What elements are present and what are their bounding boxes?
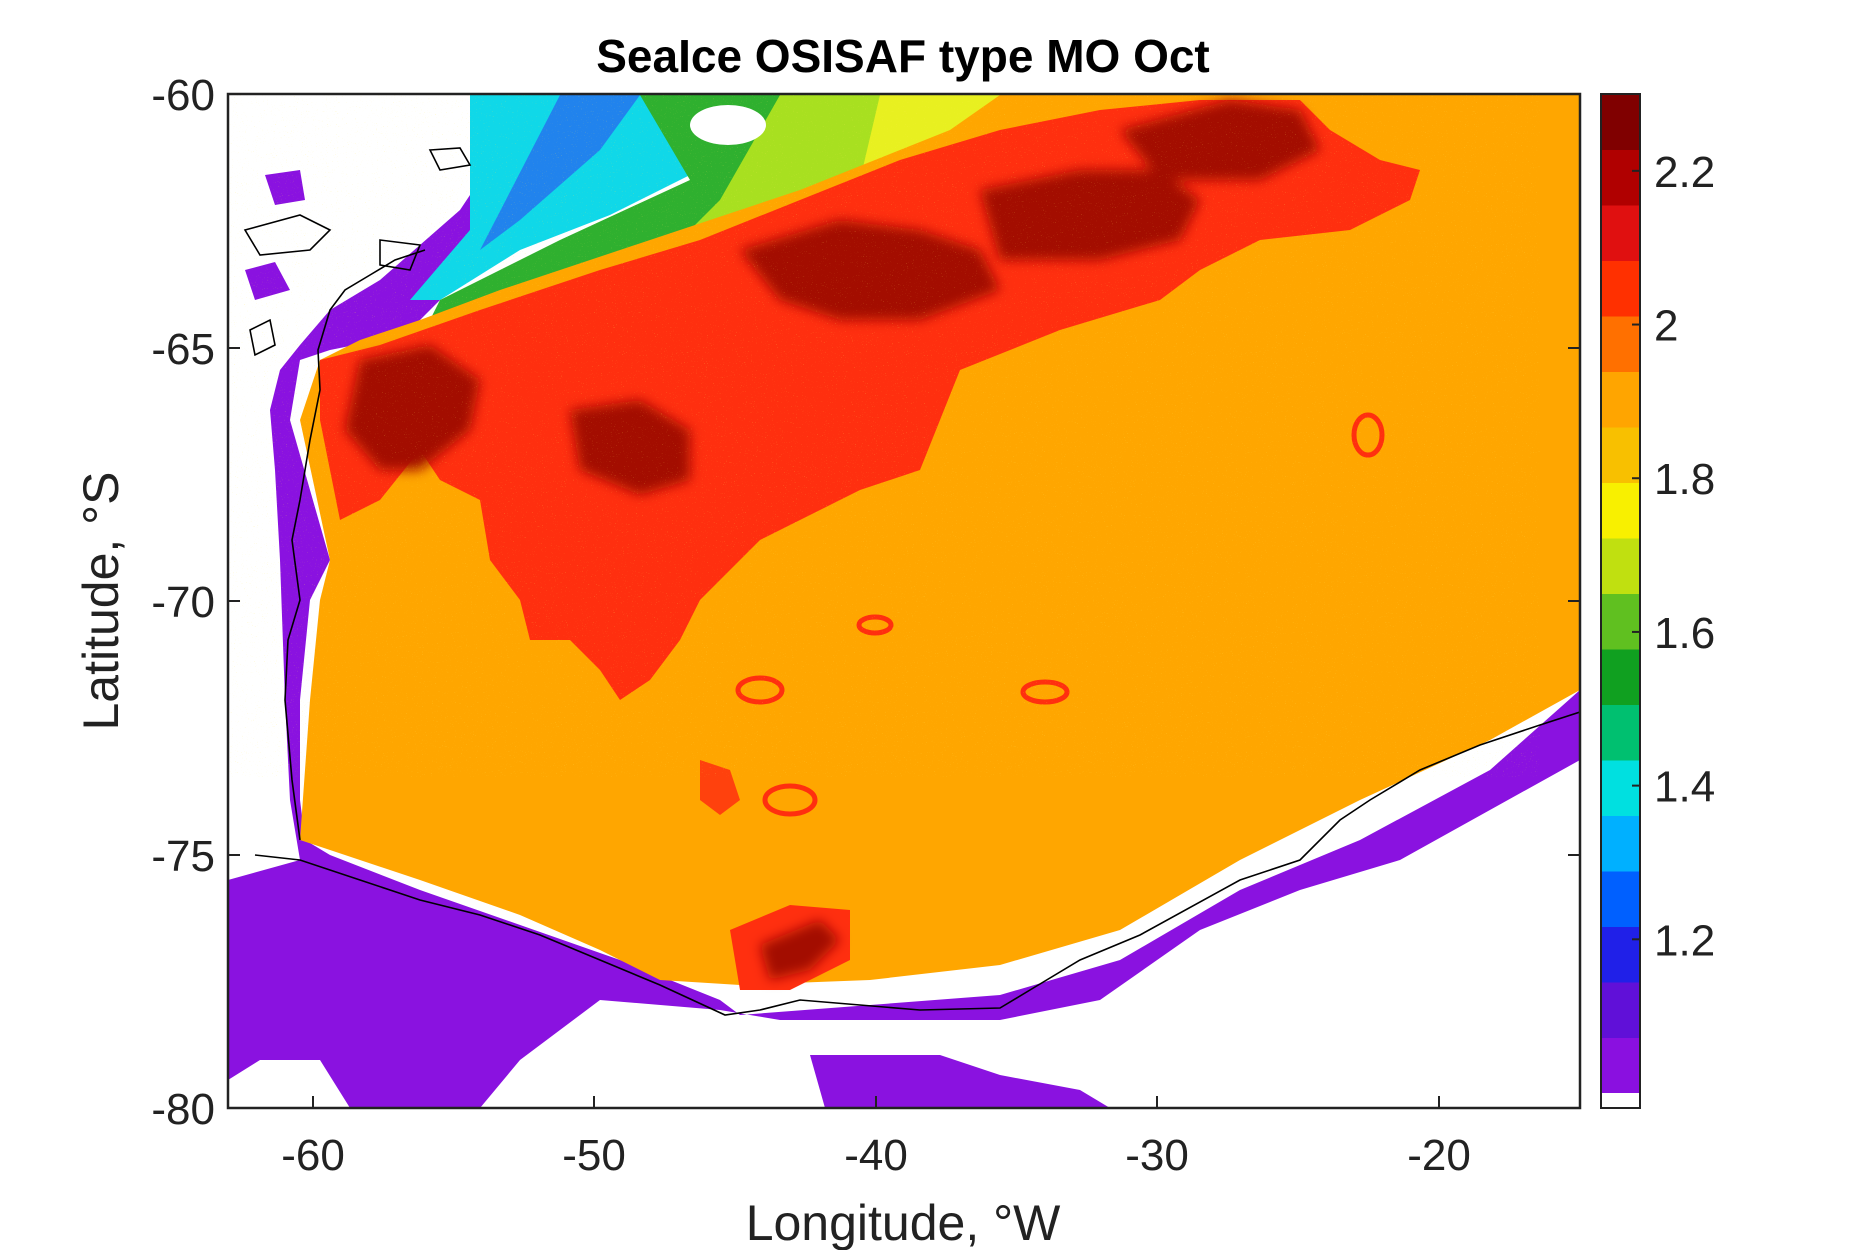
coastline xyxy=(243,147,1580,1016)
colorbar-ticks: 2.2 2 1.8 1.6 1.4 1.2 xyxy=(1632,148,1715,965)
y-tick-label: -70 xyxy=(151,578,215,627)
purple-ice-regions xyxy=(228,95,1580,1108)
colorbar-swatch xyxy=(1601,94,1640,150)
colorbar: 2.2 2 1.8 1.6 1.4 1.2 xyxy=(1600,93,1715,1109)
colorbar-tick-label: 2 xyxy=(1654,302,1678,351)
colorbar-swatch xyxy=(1601,760,1640,816)
colorbar-tick-label: 1.4 xyxy=(1654,763,1715,812)
red-ice-patch-lower xyxy=(700,760,740,815)
x-tick-label: -20 xyxy=(1407,1131,1471,1180)
colorbar-swatch xyxy=(1601,871,1640,927)
colorbar-swatch xyxy=(1601,982,1640,1038)
y-tick-label: -60 xyxy=(151,71,215,120)
y-tick-marks xyxy=(228,93,1580,1109)
y-tick-label: -80 xyxy=(151,1085,215,1134)
colorbar-tick-label: 1.6 xyxy=(1654,609,1715,658)
x-tick-label: -30 xyxy=(1125,1131,1189,1180)
colorbar-swatch xyxy=(1601,1037,1640,1094)
colorbar-tick-label: 1.8 xyxy=(1654,455,1715,504)
y-tick-label: -75 xyxy=(151,832,215,881)
colorbar-swatch xyxy=(1601,593,1640,650)
colorbar-swatch xyxy=(1601,371,1640,428)
speckle-overlay xyxy=(330,95,1430,715)
colorbar-swatch xyxy=(1601,538,1640,594)
colorbar-swatch xyxy=(1601,649,1640,705)
colorbar-swatch xyxy=(1601,260,1640,317)
map-area xyxy=(228,94,1580,1108)
colorbar-swatch xyxy=(1601,704,1640,761)
colorbar-tick-label: 1.2 xyxy=(1654,916,1715,965)
y-axis-label: Latitude, °S xyxy=(73,471,129,730)
x-tick-marks xyxy=(312,1096,1440,1108)
x-tick-label: -40 xyxy=(844,1131,908,1180)
colorbar-swatch xyxy=(1601,926,1640,983)
x-tick-label: -50 xyxy=(562,1131,626,1180)
colorbar-swatch xyxy=(1601,482,1640,539)
colorbar-swatch xyxy=(1601,149,1640,206)
colorbar-swatches xyxy=(1601,94,1640,1094)
colorbar-white-end xyxy=(1601,1093,1640,1108)
colorbar-frame xyxy=(1600,93,1641,1109)
colorbar-swatch xyxy=(1601,815,1640,872)
open-water-pocket xyxy=(690,105,766,145)
colorbar-swatch xyxy=(1601,427,1640,483)
chart-title: SeaIce OSISAF type MO Oct xyxy=(596,30,1210,82)
colorbar-swatch xyxy=(1601,205,1640,261)
x-tick-label: -60 xyxy=(281,1131,345,1180)
y-tick-label: -65 xyxy=(151,325,215,374)
x-axis-label: Longitude, °W xyxy=(746,1195,1061,1250)
colorbar-tick-label: 2.2 xyxy=(1654,148,1715,197)
